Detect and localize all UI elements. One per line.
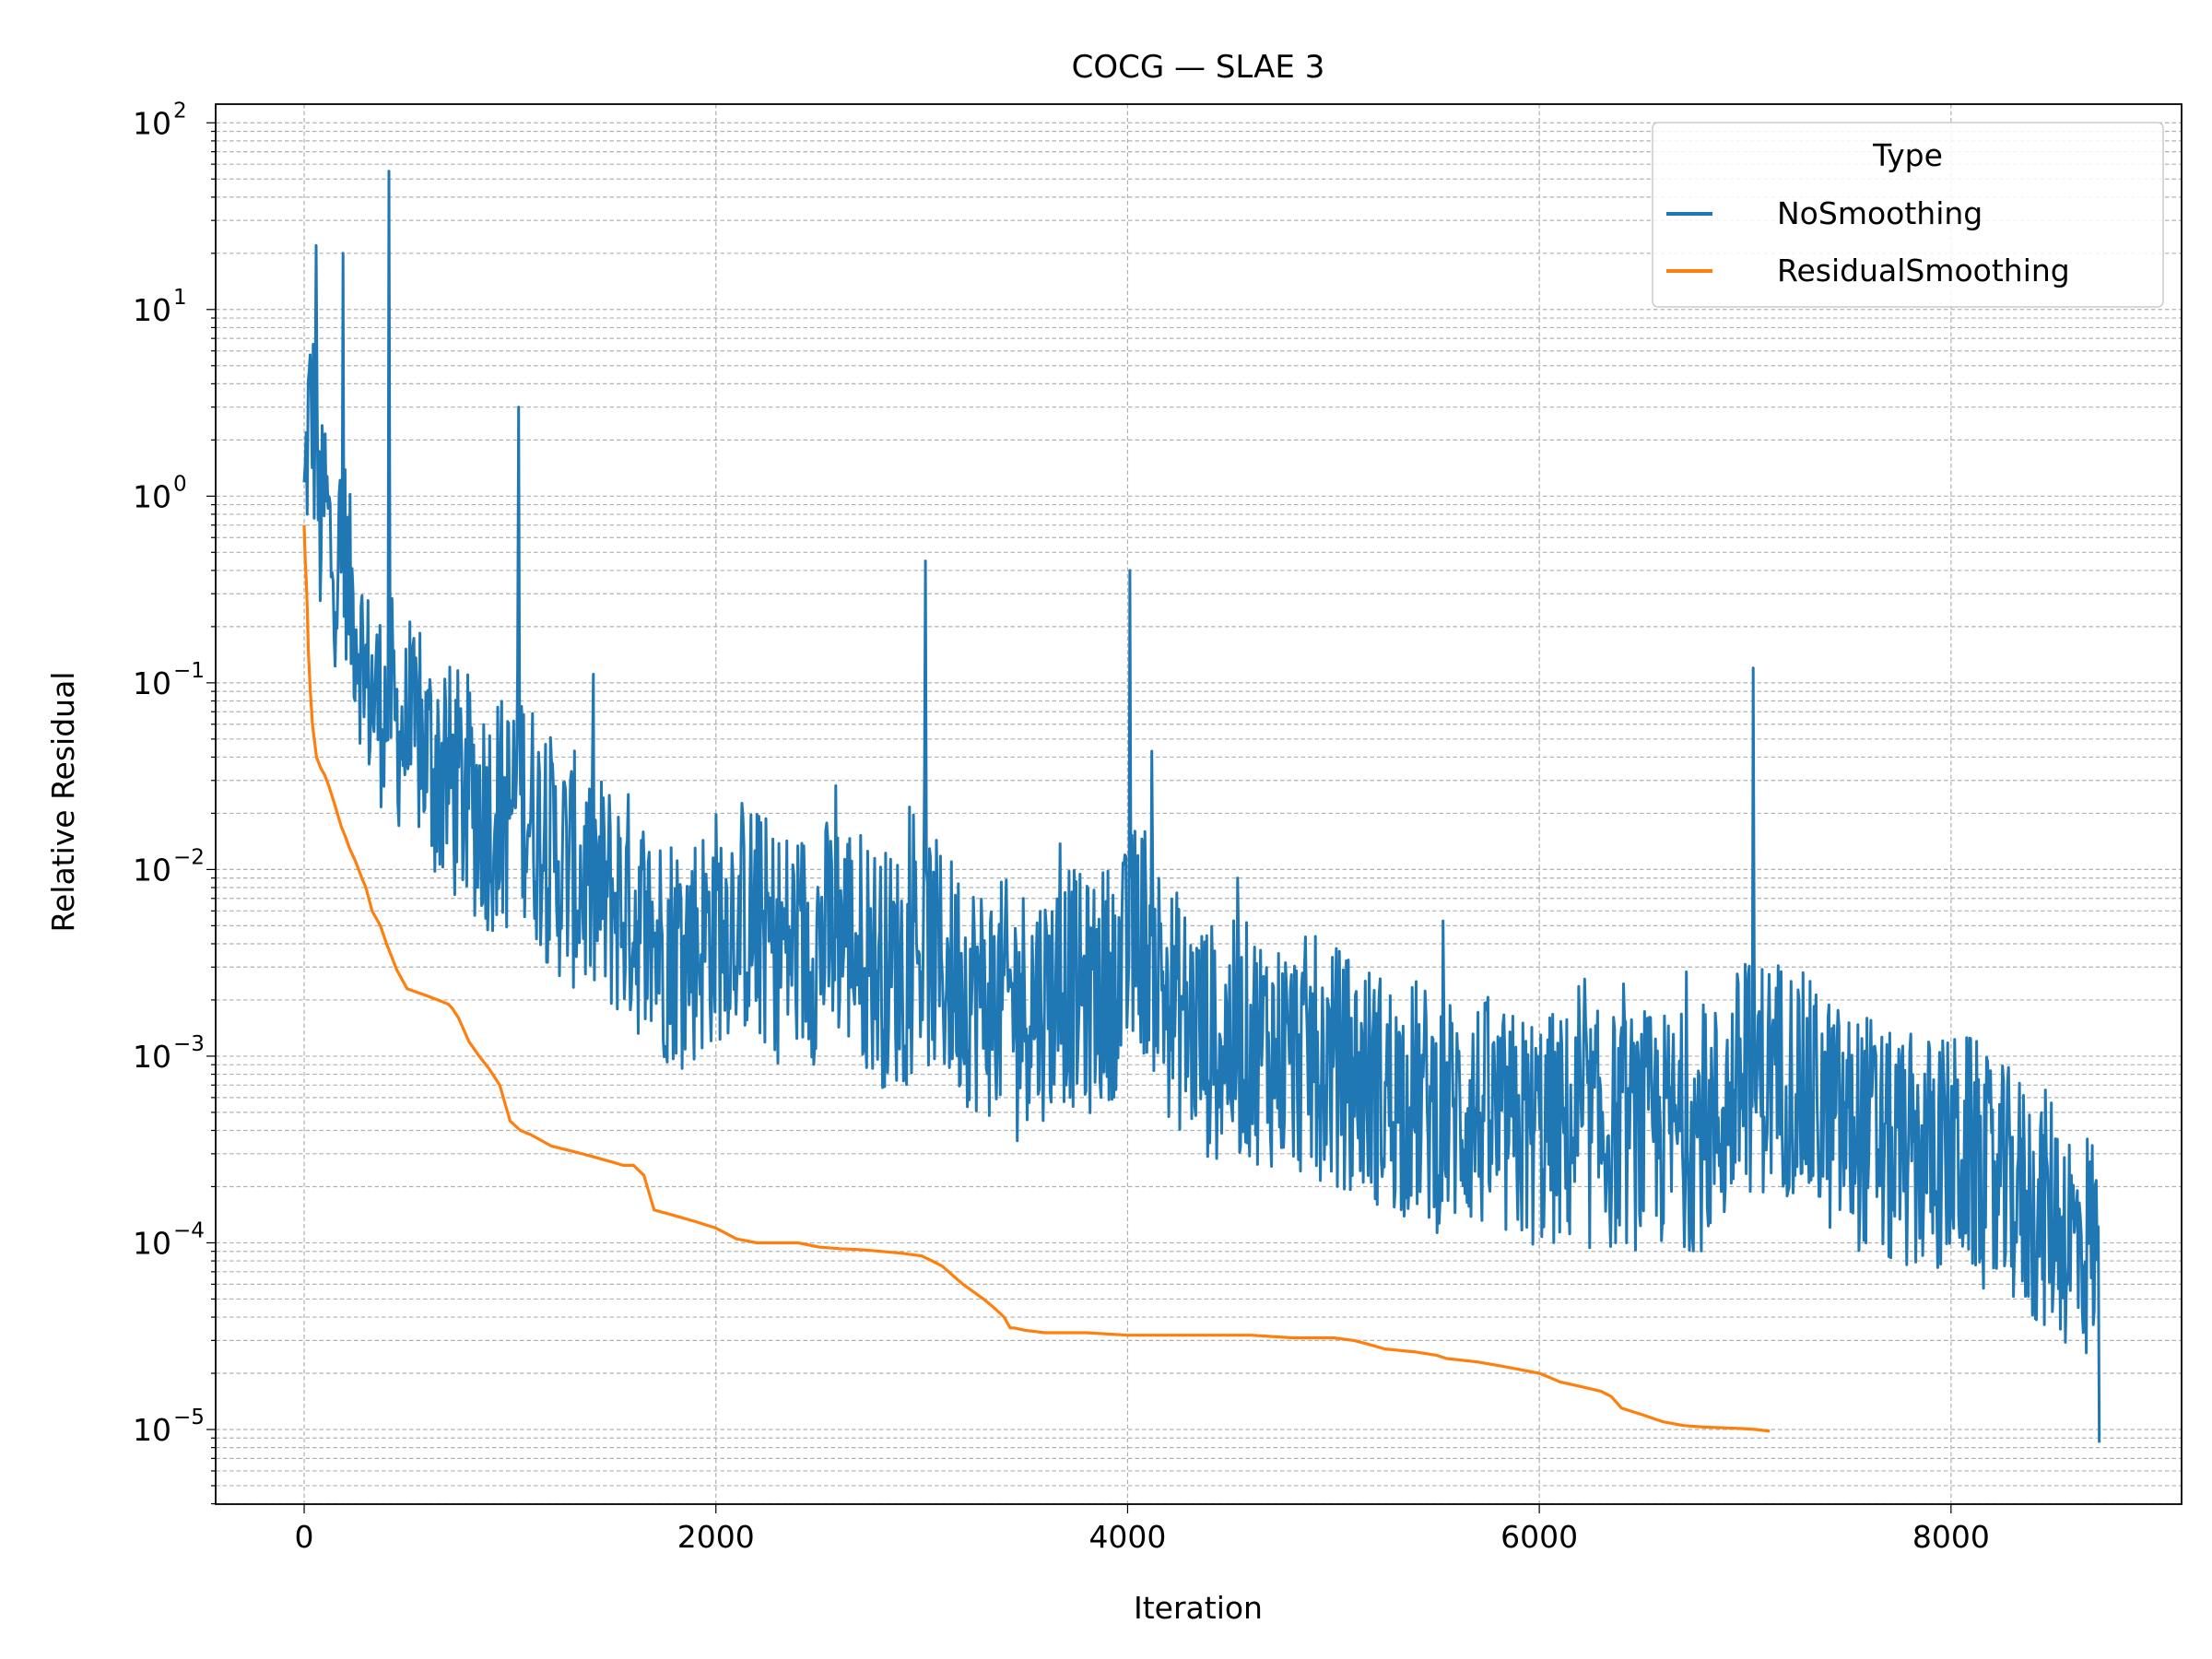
x-tick-label: 8000 <box>1912 1519 1990 1555</box>
series-lines <box>302 170 2101 1443</box>
x-tick-label: 4000 <box>1088 1519 1166 1555</box>
legend: Type NoSmoothing ResidualSmoothing <box>1652 122 2164 308</box>
y-axis-label: Relative Residual <box>45 672 81 933</box>
y-tick-label-exponent: 0 <box>173 472 187 496</box>
y-tick-label-base: 10 <box>133 1225 171 1261</box>
y-tick-label-base: 10 <box>133 1039 171 1075</box>
y-tick-label-exponent: −4 <box>173 1218 205 1242</box>
x-tick-label: 6000 <box>1500 1519 1578 1555</box>
y-tick-label-base: 10 <box>133 1412 171 1448</box>
series-line-residualsmoothing <box>302 524 1771 1433</box>
x-tick-label: 0 <box>295 1519 314 1555</box>
y-tick-label-exponent: −5 <box>173 1406 205 1430</box>
y-tick-label-base: 10 <box>133 292 171 328</box>
legend-box <box>1652 122 2164 308</box>
chart-title: COCG — SLAE 3 <box>1072 49 1325 86</box>
y-tick-label-exponent: −2 <box>173 845 205 869</box>
legend-label-nosmoothing: NoSmoothing <box>1777 195 1983 231</box>
y-tick-label-exponent: 2 <box>173 99 187 123</box>
legend-label-residualsmoothing: ResidualSmoothing <box>1777 253 2070 288</box>
y-tick-label-exponent: −1 <box>173 659 205 683</box>
y-tick-label-exponent: 1 <box>173 286 187 310</box>
y-tick-label-base: 10 <box>133 478 171 514</box>
x-tick-label: 2000 <box>677 1519 755 1555</box>
series-line-nosmoothing <box>302 170 2101 1443</box>
y-tick-label-exponent: −3 <box>173 1032 205 1056</box>
x-axis-label: Iteration <box>1134 1590 1263 1626</box>
y-tick-label-base: 10 <box>133 665 171 701</box>
legend-title: Type <box>1872 137 1943 173</box>
plot-frame <box>215 103 2183 1505</box>
y-tick-label-base: 10 <box>133 105 171 141</box>
y-tick-label-base: 10 <box>133 852 171 888</box>
